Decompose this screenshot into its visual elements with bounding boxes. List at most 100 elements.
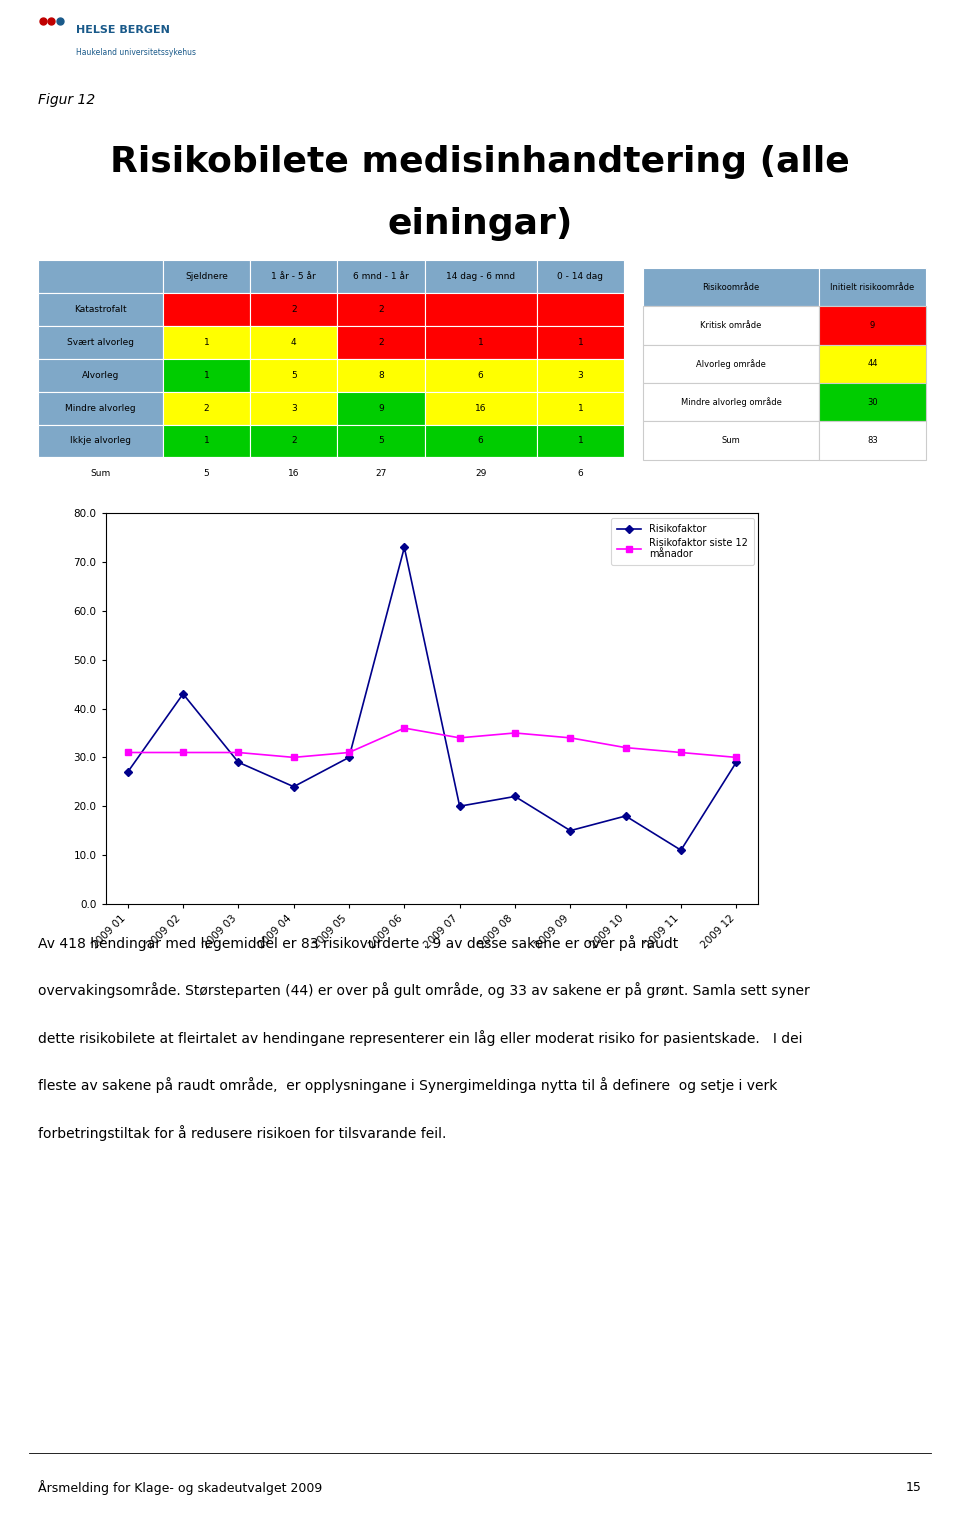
Text: 9: 9 (378, 403, 384, 412)
Bar (537, 326, 624, 358)
Text: 4: 4 (291, 339, 297, 348)
Risikofaktor (232, 754, 244, 772)
Risikofaktor siste 12
månador (564, 729, 576, 748)
Bar (38, 293, 163, 326)
Text: Svært alvorleg: Svært alvorleg (67, 339, 134, 348)
Text: 83: 83 (867, 437, 878, 444)
Text: 44: 44 (867, 360, 877, 368)
Text: Mindre alvorleg område: Mindre alvorleg område (681, 397, 781, 408)
Text: einingar): einingar) (387, 207, 573, 242)
Bar (819, 383, 926, 421)
Risikofaktor (122, 763, 133, 781)
Text: 1: 1 (578, 437, 584, 446)
Legend: Risikofaktor, Risikofaktor siste 12
månador: Risikofaktor, Risikofaktor siste 12 måna… (611, 518, 754, 565)
Bar (251, 424, 337, 458)
Text: 27: 27 (375, 469, 387, 478)
Bar (424, 424, 537, 458)
Risikofaktor (344, 748, 355, 766)
Text: 2: 2 (378, 305, 384, 314)
Bar (163, 392, 251, 424)
Text: 15: 15 (905, 1481, 922, 1494)
Text: 1 år - 5 år: 1 år - 5 år (272, 273, 316, 282)
Text: dette risikobilete at fleirtalet av hendingane representerer ein låg eller moder: dette risikobilete at fleirtalet av hend… (38, 1030, 803, 1046)
Text: Ikkje alvorleg: Ikkje alvorleg (70, 437, 132, 446)
Text: Sum: Sum (90, 469, 110, 478)
Risikofaktor siste 12
månador (398, 719, 410, 737)
Text: 1: 1 (578, 403, 584, 412)
Risikofaktor siste 12
månador (232, 743, 244, 761)
Bar (537, 392, 624, 424)
Line: Risikofaktor: Risikofaktor (125, 544, 739, 853)
Text: 30: 30 (867, 398, 877, 406)
Text: 2: 2 (204, 403, 209, 412)
Risikofaktor siste 12
månador (620, 738, 632, 757)
Bar (337, 260, 424, 293)
Bar (424, 293, 537, 326)
Bar (424, 260, 537, 293)
Text: 29: 29 (475, 469, 487, 478)
Bar (38, 358, 163, 392)
Bar (163, 326, 251, 358)
Risikofaktor siste 12
månador (122, 743, 133, 761)
Text: Alvorleg: Alvorleg (82, 371, 119, 380)
Bar (424, 358, 537, 392)
Text: 6: 6 (478, 437, 484, 446)
Text: 1: 1 (578, 339, 584, 348)
Text: 5: 5 (378, 437, 384, 446)
Bar (337, 424, 424, 458)
Bar (537, 458, 624, 490)
Bar (251, 358, 337, 392)
Text: Risikobilete medisinhandtering (alle: Risikobilete medisinhandtering (alle (110, 146, 850, 179)
Bar (163, 458, 251, 490)
Text: Figur 12: Figur 12 (38, 92, 96, 107)
Text: Sum: Sum (722, 437, 740, 444)
Bar (537, 260, 624, 293)
Bar (537, 358, 624, 392)
Text: Kritisk område: Kritisk område (700, 322, 761, 329)
Bar (424, 392, 537, 424)
Risikofaktor siste 12
månador (731, 748, 742, 766)
Bar (251, 326, 337, 358)
Bar (38, 424, 163, 458)
Bar (424, 326, 537, 358)
Text: 6: 6 (478, 371, 484, 380)
Risikofaktor (288, 778, 300, 797)
Bar (251, 293, 337, 326)
Risikofaktor siste 12
månador (288, 748, 300, 766)
Text: 14 dag - 6 mnd: 14 dag - 6 mnd (446, 273, 516, 282)
Bar (643, 345, 819, 383)
Bar (251, 458, 337, 490)
Text: Årsmelding for Klage- og skadeutvalget 2009: Årsmelding for Klage- og skadeutvalget 2… (38, 1480, 323, 1495)
Bar (819, 268, 926, 306)
Bar (38, 326, 163, 358)
Bar (537, 424, 624, 458)
Risikofaktor (454, 797, 466, 815)
Text: 3: 3 (291, 403, 297, 412)
Text: 6 mnd - 1 år: 6 mnd - 1 år (353, 273, 409, 282)
Text: HELSE BERGEN: HELSE BERGEN (77, 25, 170, 35)
Risikofaktor siste 12
månador (344, 743, 355, 761)
Risikofaktor (398, 538, 410, 556)
Text: 16: 16 (288, 469, 300, 478)
Risikofaktor (675, 841, 686, 859)
Text: 0 - 14 dag: 0 - 14 dag (558, 273, 604, 282)
Text: 16: 16 (475, 403, 487, 412)
Risikofaktor siste 12
månador (178, 743, 189, 761)
Bar (643, 421, 819, 460)
Text: Av 418 hendingar med legemiddel er 83 risikovurderte . 9 av desse sakene er over: Av 418 hendingar med legemiddel er 83 ri… (38, 935, 679, 951)
Text: fleste av sakene på raudt område,  er opplysningane i Synergimeldinga nytta til : fleste av sakene på raudt område, er opp… (38, 1077, 778, 1094)
Bar (643, 306, 819, 345)
Bar (643, 383, 819, 421)
Text: 8: 8 (378, 371, 384, 380)
Risikofaktor (564, 821, 576, 840)
Risikofaktor (731, 754, 742, 772)
Text: forbetringstiltak for å redusere risikoen for tilsvarande feil.: forbetringstiltak for å redusere risikoe… (38, 1124, 446, 1141)
Text: Katastrofalt: Katastrofalt (74, 305, 127, 314)
Bar (337, 293, 424, 326)
Text: 5: 5 (291, 371, 297, 380)
Bar (251, 392, 337, 424)
Bar (337, 358, 424, 392)
Text: 6: 6 (578, 469, 584, 478)
Bar (251, 260, 337, 293)
Text: Risikoområde: Risikoområde (703, 283, 759, 291)
